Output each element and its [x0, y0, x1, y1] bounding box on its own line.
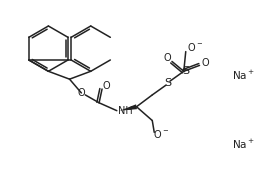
Text: O: O [102, 81, 110, 91]
Text: S: S [182, 66, 189, 76]
Text: Na$^+$: Na$^+$ [232, 69, 255, 82]
Polygon shape [120, 104, 137, 111]
Text: O: O [78, 88, 85, 98]
Text: O$^-$: O$^-$ [186, 41, 203, 53]
Text: S: S [164, 78, 172, 88]
Text: O: O [163, 53, 171, 64]
Text: O$^-$: O$^-$ [153, 128, 169, 140]
Text: NH: NH [118, 106, 133, 116]
Text: O: O [202, 58, 209, 68]
Text: Na$^+$: Na$^+$ [232, 138, 255, 151]
